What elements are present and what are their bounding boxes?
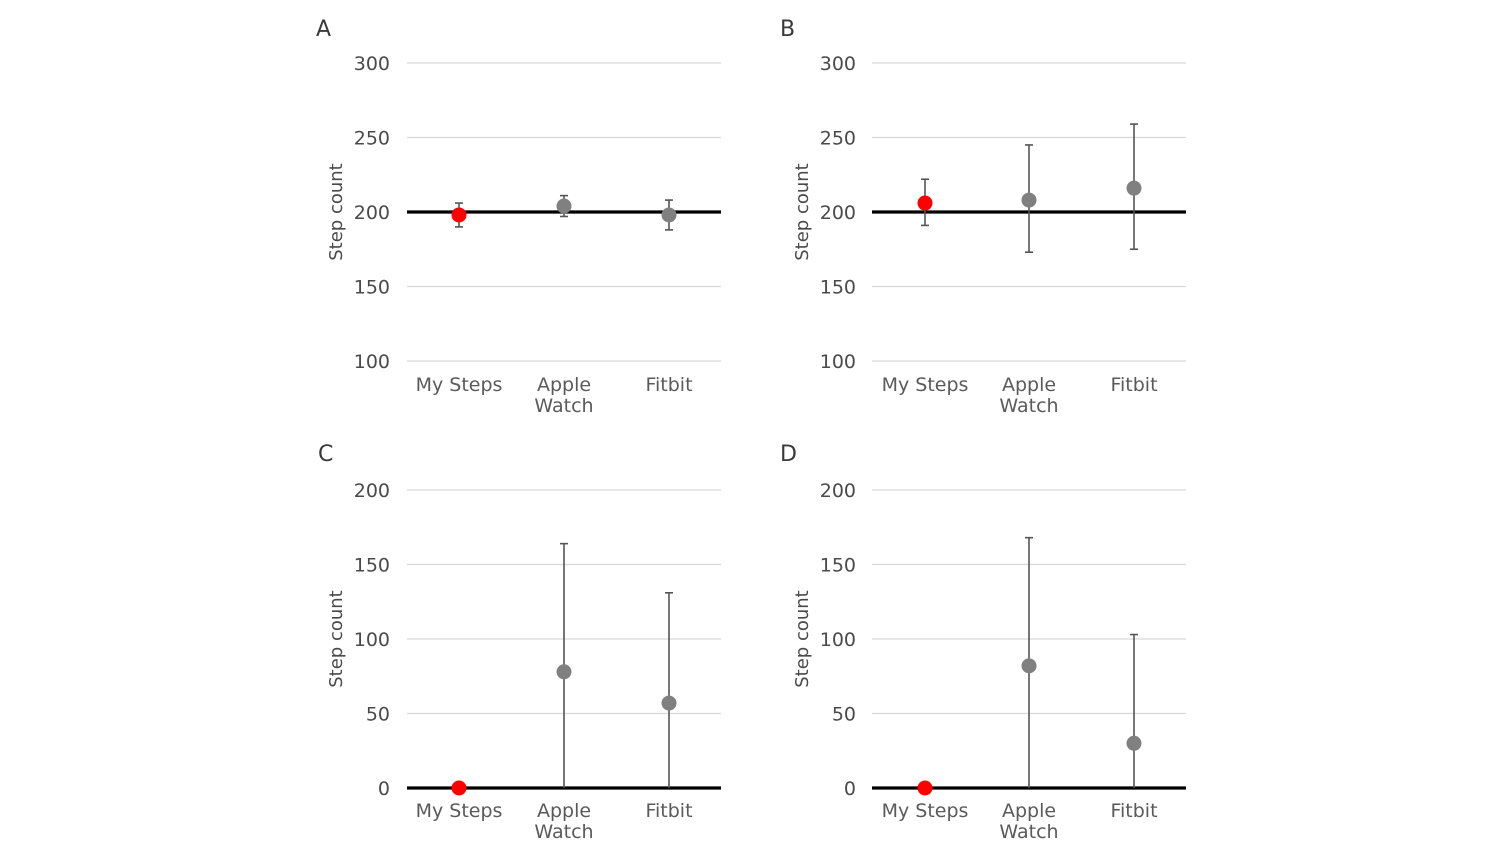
- data-point: [661, 695, 677, 711]
- panel-letter: B: [780, 17, 795, 42]
- chart-panel-c: C 0 50 100 150 200 Step count My Steps AppleWatc…: [318, 442, 721, 843]
- x-category-label: Fitbit: [645, 374, 692, 396]
- y-tick-label: 250: [820, 128, 856, 150]
- data-point: [917, 780, 933, 796]
- y-tick-label: 100: [354, 629, 390, 651]
- y-tick-label: 200: [820, 480, 856, 502]
- data-point: [451, 207, 467, 223]
- x-category-label: My Steps: [416, 374, 503, 396]
- y-axis-title: Step count: [792, 590, 813, 688]
- y-axis-title: Step count: [326, 163, 347, 261]
- data-point: [1126, 180, 1142, 196]
- y-tick-label: 200: [354, 202, 390, 224]
- data-point: [661, 207, 677, 223]
- chart-panel-b: B 100 150 200 250 300 Step count My Steps AppleW…: [780, 17, 1186, 417]
- x-category-label: Apple: [1002, 800, 1056, 822]
- x-category-label: Watch: [534, 821, 593, 843]
- y-tick-label: 50: [832, 704, 856, 726]
- data-point: [556, 198, 572, 214]
- x-category-label: My Steps: [882, 800, 969, 822]
- x-category-label: Fitbit: [1110, 800, 1157, 822]
- y-tick-label: 100: [820, 629, 856, 651]
- y-tick-label: 100: [354, 351, 390, 373]
- x-category-label: My Steps: [416, 800, 503, 822]
- x-category-label: My Steps: [882, 374, 969, 396]
- chart-panel-a: A 100 150 200 250 300 Step count My Steps AppleW…: [316, 17, 721, 417]
- data-point: [917, 195, 933, 211]
- y-tick-label: 200: [820, 202, 856, 224]
- y-axis-title: Step count: [792, 163, 813, 261]
- panel-letter: A: [316, 17, 331, 42]
- panel-letter: C: [318, 442, 333, 467]
- x-category-label: Watch: [999, 821, 1058, 843]
- data-point: [1021, 658, 1037, 674]
- x-category-label: Apple: [537, 374, 591, 396]
- x-category-label: Apple: [1002, 374, 1056, 396]
- data-point: [451, 780, 467, 796]
- y-tick-label: 0: [378, 778, 390, 800]
- y-tick-label: 50: [366, 704, 390, 726]
- y-tick-label: 200: [354, 480, 390, 502]
- x-category-label: Watch: [534, 395, 593, 417]
- data-point: [556, 664, 572, 680]
- panel-letter: D: [780, 442, 797, 467]
- x-category-label: Apple: [537, 800, 591, 822]
- x-category-label: Watch: [999, 395, 1058, 417]
- y-tick-label: 150: [354, 277, 390, 299]
- y-tick-label: 300: [820, 53, 856, 75]
- y-tick-label: 150: [354, 555, 390, 577]
- data-point: [1021, 192, 1037, 208]
- y-tick-label: 0: [844, 778, 856, 800]
- y-tick-label: 150: [820, 555, 856, 577]
- y-tick-label: 100: [820, 351, 856, 373]
- data-point: [1126, 735, 1142, 751]
- y-axis-title: Step count: [326, 590, 347, 688]
- chart-panel-d: D 0 50 100 150 200 Step count My Steps AppleWatc…: [780, 442, 1186, 843]
- y-tick-label: 300: [354, 53, 390, 75]
- y-tick-label: 150: [820, 277, 856, 299]
- x-category-label: Fitbit: [645, 800, 692, 822]
- x-category-label: Fitbit: [1110, 374, 1157, 396]
- y-tick-label: 250: [354, 128, 390, 150]
